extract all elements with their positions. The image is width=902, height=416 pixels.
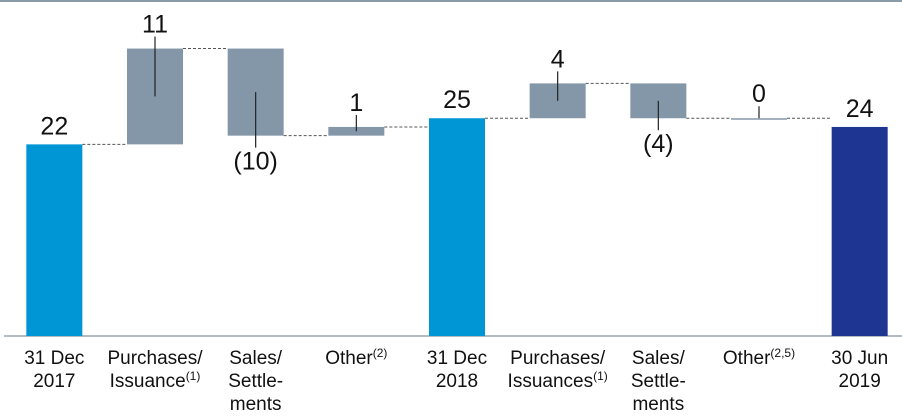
value-label: 25	[443, 86, 471, 114]
footnote-ref: (2)	[373, 346, 388, 360]
value-label: 22	[40, 112, 68, 140]
bar	[731, 118, 787, 120]
value-label: 0	[752, 80, 766, 108]
footnote-ref: (2,5)	[770, 346, 795, 360]
x-tick-label: Other(2)	[325, 346, 387, 369]
x-tick-label: Issuance(1)	[110, 369, 201, 392]
bar	[831, 126, 888, 337]
x-tick-label: ments	[230, 394, 282, 415]
x-tick-label: Sales/	[229, 348, 283, 369]
value-label: 11	[142, 11, 168, 39]
x-tick-label: 31 Dec	[24, 348, 84, 369]
bar	[26, 144, 83, 336]
x-tick-label: Purchases/	[107, 348, 203, 369]
value-label: (4)	[643, 130, 674, 158]
footnote-ref: (1)	[593, 369, 608, 383]
x-tick-label: Purchases/	[510, 348, 606, 369]
x-tick-label: Sales/	[632, 348, 686, 369]
x-tick-label: 31 Dec	[427, 348, 487, 369]
x-tick-label: ments	[632, 394, 684, 415]
value-label: 4	[551, 45, 565, 73]
x-tick-label: Settle-	[631, 371, 686, 392]
x-tick-label: 30 Jun	[831, 348, 888, 369]
x-tick-label: Other(2,5)	[723, 346, 795, 369]
bar	[429, 118, 485, 336]
x-tick-label: 2017	[33, 371, 75, 392]
x-tick-label: Issuances(1)	[508, 369, 608, 392]
x-tick-label: 2018	[436, 371, 478, 392]
x-tick-label: Settle-	[228, 371, 283, 392]
footnote-ref: (1)	[186, 369, 201, 383]
value-label: (10)	[233, 148, 277, 176]
value-label: 1	[349, 89, 363, 117]
x-tick-label: 2019	[839, 371, 881, 392]
value-label: 24	[846, 95, 874, 123]
